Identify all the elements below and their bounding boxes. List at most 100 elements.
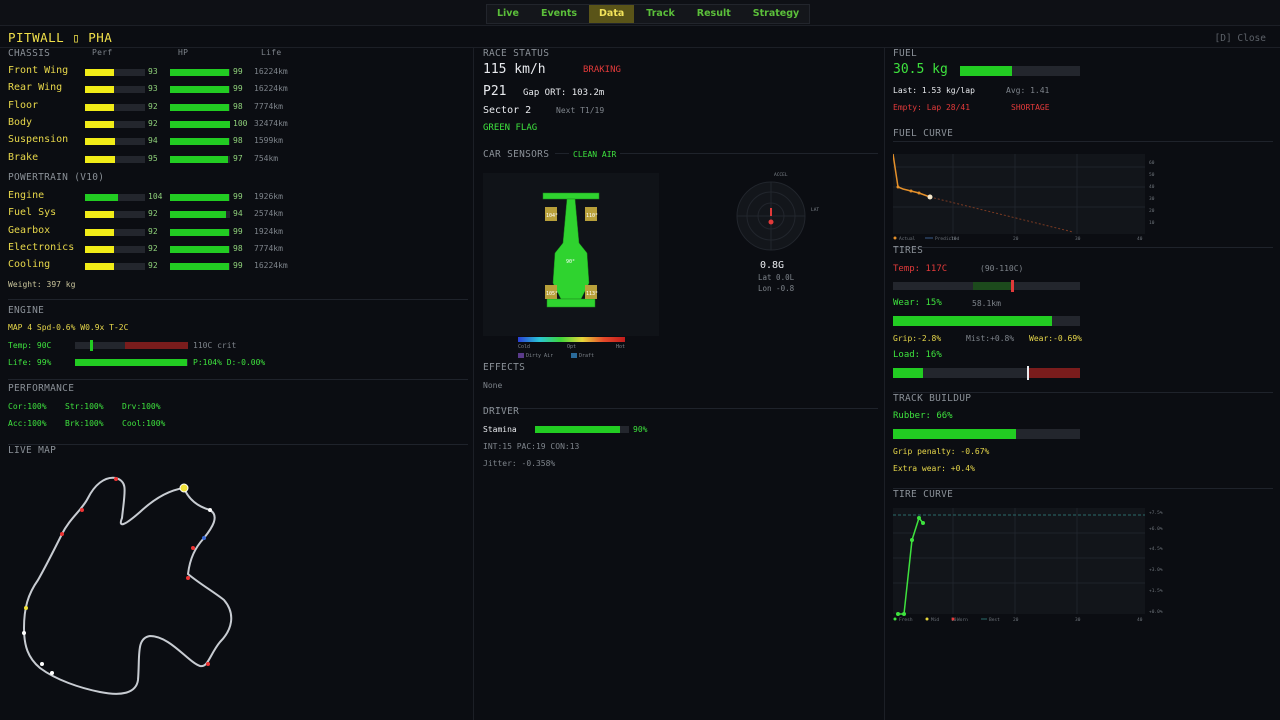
perf-bar [85,103,145,111]
car-marker[interactable] [22,631,26,635]
top-nav: Live Events Data Track Result Strategy [0,0,1280,26]
engine-temp-label: Temp: 90C [8,341,52,350]
perf-value: 92 [148,243,158,253]
performance-title: PERFORMANCE [8,383,75,394]
tire-load: Load: 16% [893,350,942,360]
tab-bar: Live Events Data Track Result Strategy [486,4,811,24]
car-marker[interactable] [202,536,206,540]
car-marker[interactable] [186,576,190,580]
car-marker[interactable] [208,508,212,512]
col-perf-header: Perf [92,48,113,57]
car-marker[interactable] [40,662,44,666]
hp-bar [170,245,230,253]
g-lat-label: LAT [811,208,820,213]
tab-track[interactable]: Track [646,8,675,19]
component-name: Engine [8,190,45,201]
extra-wear: Extra wear: +0.4% [893,464,975,473]
tab-result[interactable]: Result [696,8,731,19]
hp-bar [170,120,230,128]
legend-actual: Actual [899,236,916,242]
fuel-bar [960,66,1080,76]
tab-live[interactable]: Live [497,8,519,19]
life-value: 32474km [254,118,288,128]
y-tick: 10 [1149,220,1155,226]
y-tick: 30 [1149,196,1155,202]
hp-fill [170,194,230,201]
car-marker[interactable] [24,606,28,610]
clean-air-badge: CLEAN AIR [569,150,621,159]
hp-fill [170,211,227,219]
perf-fill [85,120,115,128]
legend-mid-swatch [925,617,929,621]
powertrain-title: POWERTRAIN (V10) [8,172,105,183]
perf-acc: Acc:100% [8,419,47,428]
tab-strategy[interactable]: Strategy [752,8,800,19]
car-marker[interactable] [114,477,118,481]
scale-opt: Opt [567,344,577,350]
tires-title: TIRES [893,245,924,256]
hp-fill [170,245,229,253]
g-force-meter [736,181,806,251]
tab-data[interactable]: Data [589,5,635,23]
perf-bar [85,86,145,94]
rubber-bar [893,429,1080,439]
life-value: 1599km [254,136,283,146]
tire-curve-chart: +0.0% +1.5% +3.0% +4.5% +6.0% +7.5% 10 2… [893,508,1163,623]
sector-readout: Sector 2 [483,105,532,116]
driver-jitter: Jitter: -0.358% [483,459,556,468]
hp-value: 100 [233,118,248,128]
perf-value: 104 [148,192,163,201]
x-tick: 30 [1075,617,1081,623]
temp-marker [90,340,93,351]
hp-value: 99 [233,67,243,76]
x-tick: 20 [1013,236,1019,242]
y-tick: 50 [1149,172,1155,178]
car-marker[interactable] [80,508,84,512]
driver-stats: INT:15 PAC:19 CON:13 [483,442,580,451]
divider [8,444,468,445]
perf-fill [85,103,115,111]
divider [483,408,878,409]
y-tick: +1.5% [1149,588,1163,594]
player-car-icon[interactable] [179,483,189,493]
hp-fill [170,120,230,128]
component-name: Rear Wing [8,82,63,94]
tab-events[interactable]: Events [540,8,578,19]
x-tick: 30 [1075,236,1081,242]
engine-map-line: MAP 4 Spd-0.6% W0.9x T-2C [8,323,129,332]
hp-fill [170,103,229,111]
gap-readout: Gap ORT: 103.2m [523,88,605,98]
legend-fresh: Fresh [899,617,913,623]
fuel-avg: Avg: 1.41 [1006,86,1050,95]
tire-fr-temp: 110° [586,213,598,219]
perf-bar [85,138,145,146]
car-marker[interactable] [60,532,64,536]
car-marker[interactable] [206,662,210,666]
hp-fill [170,69,230,76]
app-title: PITWALL ▯ PHA [8,30,113,45]
fuel-fill [960,66,1012,76]
divider [893,141,1273,142]
current-point [927,194,933,200]
legend-worn: Worn [957,617,968,623]
component-name: Cooling [8,259,51,271]
perf-bar [85,155,145,163]
load-marker [1027,366,1029,380]
live-map[interactable] [0,468,470,718]
stamina-bar [535,426,629,433]
chart-bg [893,508,1145,614]
fuel-shortage: SHORTAGE [1011,103,1050,112]
left-panel: CHASSIS Perf HP Life Front Wing 93 99 16224… [0,48,474,720]
hp-bar [170,103,230,111]
track-buildup-title: TRACK BUILDUP [893,393,972,404]
tire-mist: Mist:+0.8% [966,334,1015,343]
perf-fill [85,86,115,94]
perf-value: 93 [148,67,158,76]
tire-grip: Grip:-2.8% [893,334,942,343]
fuel-curve-chart: 60 50 40 30 20 10 10 20 30 40 Actual Pre… [893,153,1155,242]
car-marker[interactable] [191,546,195,550]
perf-fill [85,245,115,253]
divider [893,247,1273,248]
car-marker[interactable] [50,671,54,675]
close-button[interactable]: [D] Close [1214,33,1266,44]
